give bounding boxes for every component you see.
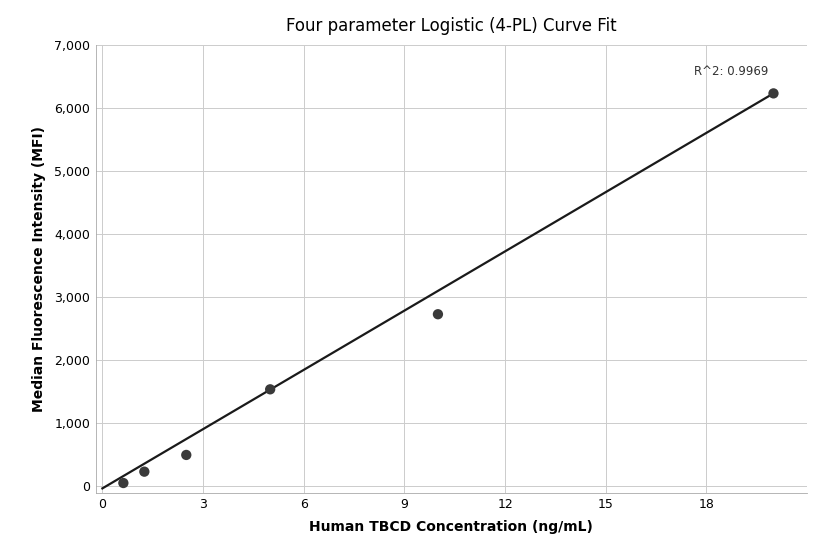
Point (431, 310, 444, 319)
Title: Four parameter Logistic (4-PL) Curve Fit: Four parameter Logistic (4-PL) Curve Fit (286, 17, 617, 35)
Point (180, 450, 193, 459)
Point (137, 467, 151, 476)
Point (264, 385, 277, 394)
Point (116, 479, 130, 488)
Y-axis label: Median Fluorescence Intensity (MFI): Median Fluorescence Intensity (MFI) (32, 126, 46, 412)
Text: R^2: 0.9969: R^2: 0.9969 (694, 64, 769, 78)
Point (767, 89, 780, 98)
X-axis label: Human TBCD Concentration (ng/mL): Human TBCD Concentration (ng/mL) (310, 520, 593, 534)
